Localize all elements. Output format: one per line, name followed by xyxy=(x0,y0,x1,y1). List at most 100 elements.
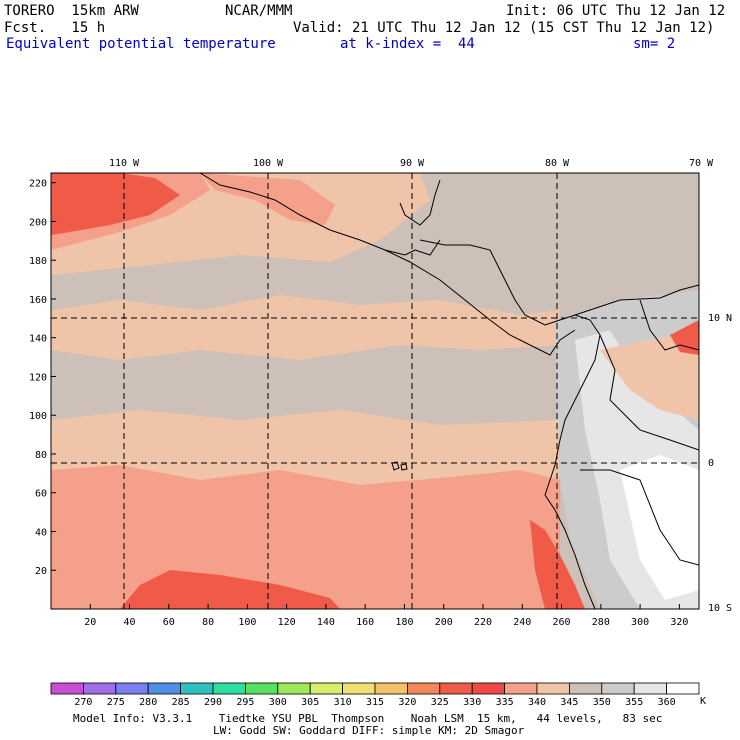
colorbar-swatch xyxy=(83,682,117,695)
colorbar-swatch xyxy=(406,682,441,695)
theta-e-field xyxy=(51,173,699,609)
colorbar-swatch xyxy=(244,682,279,695)
colorbar-label: 340 xyxy=(528,697,546,708)
init-label: Init: 06 UTC Thu 12 Jan 12 xyxy=(506,3,726,19)
colorbar-swatch xyxy=(536,682,570,695)
level-label: at k-index = 44 xyxy=(340,36,475,52)
center-label: NCAR/MMM xyxy=(225,3,293,19)
lat-labels: 10 N 0 10 S xyxy=(708,313,732,614)
coast-colombia-north xyxy=(574,284,699,316)
border-guatemala xyxy=(414,239,441,256)
y-tick-label: 120 xyxy=(29,372,47,383)
colorbar-label: 325 xyxy=(431,697,449,708)
model-label: TORERO 15km ARW xyxy=(4,3,139,19)
galapagos xyxy=(391,461,408,471)
colorbar-labels: 270 275 280 285 290 295 300 305 310 315 320 325 330 3… xyxy=(74,697,675,708)
colorbar-swatch xyxy=(180,682,214,695)
field-amazon-pink xyxy=(600,330,699,420)
valid-time-label: Valid: 21 UTC Thu 12 Jan 12 (15 CST Thu … xyxy=(293,20,715,36)
colorbar-label: 285 xyxy=(172,697,190,708)
lon-label-70w: 70 W xyxy=(689,158,714,169)
x-tick-label: 20 xyxy=(84,617,96,628)
lon-label-90w: 90 W xyxy=(400,158,425,169)
colorbar-label: 300 xyxy=(269,697,287,708)
y-tick-label: 60 xyxy=(35,489,47,500)
x-tick-label: 320 xyxy=(670,617,688,628)
colorbar-swatch xyxy=(342,682,376,695)
colorbar-label: 290 xyxy=(204,697,222,708)
forecast-hour-label: Fcst. 15 h xyxy=(4,20,106,36)
field-title: Equivalent potential temperature xyxy=(6,36,276,52)
x-tick-label: 300 xyxy=(631,617,649,628)
colorbar-swatch xyxy=(633,682,668,695)
coast-central-america xyxy=(384,249,576,356)
model-info-line1: Model Info: V3.3.1 Tiedtke YSU PBL Thomp… xyxy=(73,712,663,725)
colorbar-label: 360 xyxy=(658,697,676,708)
x-tick-label: 100 xyxy=(238,617,256,628)
colorbar-swatch xyxy=(50,682,84,695)
colorbar-swatch xyxy=(115,682,149,695)
colorbar-label: 270 xyxy=(74,697,92,708)
smoothing-label: sm= 2 xyxy=(633,36,676,52)
border-colombia-venezuela xyxy=(639,299,699,351)
lon-label-80w: 80 W xyxy=(545,158,570,169)
colorbar-label: 330 xyxy=(463,697,481,708)
colorbar-swatch xyxy=(147,682,181,695)
x-tick-label: 40 xyxy=(124,617,136,628)
field-blob-red-nw xyxy=(51,173,180,235)
lat-label-equator: 0 xyxy=(708,458,714,469)
coast-mexico xyxy=(199,173,416,256)
coast-caribbean xyxy=(419,239,576,326)
colorbar-label: 315 xyxy=(366,697,384,708)
y-tick-label: 100 xyxy=(29,411,47,422)
lon-label-110w: 110 W xyxy=(109,158,140,169)
colorbar-swatches xyxy=(50,682,700,695)
x-tick-label: 260 xyxy=(553,617,571,628)
x-tick-label: 80 xyxy=(202,617,214,628)
y-tick-label: 160 xyxy=(29,295,47,306)
y-tick-label: 40 xyxy=(35,527,47,538)
border-andes xyxy=(599,334,699,451)
colorbar-swatch xyxy=(666,682,700,695)
colorbar-label: 310 xyxy=(334,697,352,708)
colorbar-swatch xyxy=(374,682,408,695)
colorbar-swatch xyxy=(439,682,473,695)
colorbar-label: 305 xyxy=(301,697,319,708)
lat-label-10n: 10 N xyxy=(708,313,732,324)
colorbar-label: 355 xyxy=(625,697,643,708)
x-tick-label: 140 xyxy=(317,617,335,628)
gridlines xyxy=(51,173,699,609)
x-tick-label: 220 xyxy=(474,617,492,628)
field-band-mid-pink xyxy=(51,295,560,360)
y-tick-label: 20 xyxy=(35,566,47,577)
x-tick-label: 160 xyxy=(356,617,374,628)
colorbar-label: 335 xyxy=(496,697,514,708)
colorbar-label: 280 xyxy=(139,697,157,708)
model-info-line2: LW: Godd SW: Goddard DIFF: simple KM: 2D… xyxy=(213,724,525,737)
x-tick-label: 180 xyxy=(395,617,413,628)
colorbar-swatch xyxy=(569,682,603,695)
colorbar-label: 275 xyxy=(107,697,125,708)
colorbar-label: 295 xyxy=(236,697,254,708)
x-tick-label: 280 xyxy=(592,617,610,628)
coastlines xyxy=(199,173,699,609)
colorbar-unit: K xyxy=(700,696,706,707)
y-tick-label: 220 xyxy=(29,179,47,190)
y-tick-label: 200 xyxy=(29,217,47,228)
x-tick-label: 120 xyxy=(278,617,296,628)
y-tick-label: 80 xyxy=(35,450,47,461)
x-tick-label: 60 xyxy=(163,617,175,628)
colorbar-swatch xyxy=(601,682,635,695)
lon-labels: 110 W 100 W 90 W 80 W 70 W xyxy=(109,158,714,169)
colorbar-swatch xyxy=(309,682,344,695)
y-tick-label: 180 xyxy=(29,256,47,267)
colorbar-swatch xyxy=(471,682,506,695)
colorbar-swatch xyxy=(212,682,246,695)
axis-ticks: 220 200 180 160 140 120 100 80 60 40 20 20 40 60 80 100… xyxy=(29,179,688,628)
colorbar-label: 320 xyxy=(398,697,416,708)
lon-label-100w: 100 W xyxy=(253,158,284,169)
colorbar-label: 345 xyxy=(560,697,578,708)
field-blob-red-south xyxy=(120,570,340,609)
